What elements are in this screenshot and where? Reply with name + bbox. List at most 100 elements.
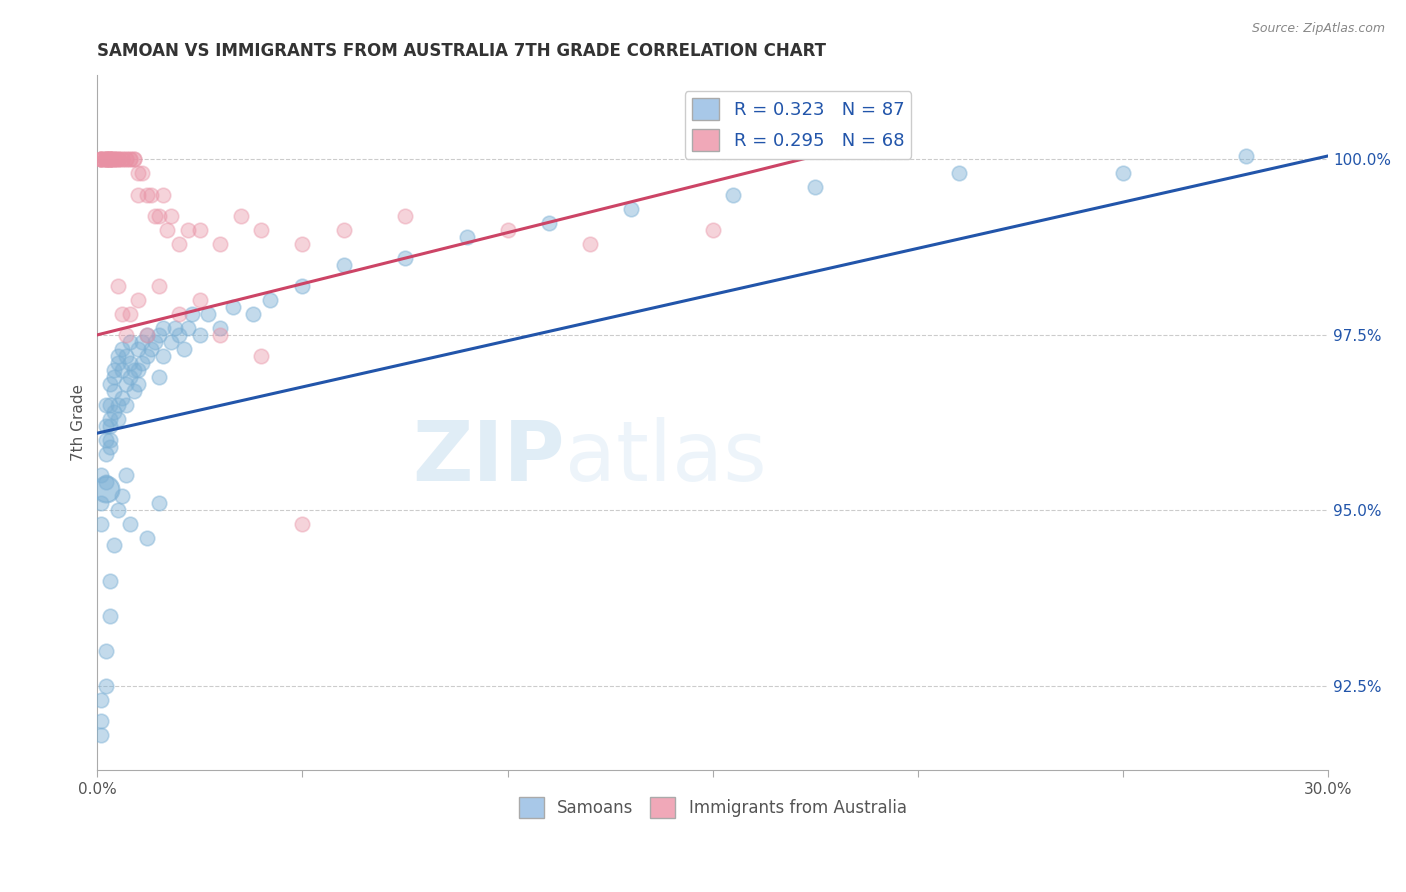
Point	[98, 153, 121, 167]
Y-axis label: 7th Grade: 7th Grade	[72, 384, 86, 461]
Point	[103, 153, 125, 167]
Point	[120, 517, 142, 532]
Point	[620, 202, 643, 216]
Point	[115, 153, 138, 167]
Point	[120, 370, 142, 384]
Point	[723, 187, 745, 202]
Point	[148, 327, 170, 342]
Point	[107, 412, 129, 426]
Point	[98, 153, 121, 167]
Point	[160, 334, 183, 349]
Point	[107, 349, 129, 363]
Point	[94, 153, 117, 167]
Point	[103, 153, 125, 167]
Text: atlas: atlas	[565, 417, 766, 498]
Point	[98, 398, 121, 412]
Point	[222, 300, 245, 314]
Point	[394, 209, 416, 223]
Point	[98, 153, 121, 167]
Point	[1112, 166, 1135, 180]
Point	[152, 321, 174, 335]
Point	[135, 327, 157, 342]
Point	[496, 222, 519, 236]
Point	[259, 293, 281, 307]
Point	[98, 608, 121, 623]
Point	[143, 334, 166, 349]
Point	[98, 574, 121, 588]
Point	[90, 517, 112, 532]
Point	[127, 166, 149, 180]
Point	[90, 153, 112, 167]
Point	[111, 153, 134, 167]
Point	[176, 321, 198, 335]
Point	[103, 538, 125, 552]
Point	[124, 153, 146, 167]
Point	[90, 468, 112, 483]
Point	[98, 153, 121, 167]
Point	[103, 370, 125, 384]
Point	[135, 532, 157, 546]
Point	[165, 321, 187, 335]
Point	[804, 180, 827, 194]
Point	[120, 153, 142, 167]
Point	[94, 153, 117, 167]
Point	[111, 363, 134, 377]
Point	[124, 153, 146, 167]
Point	[94, 419, 117, 434]
Point	[90, 496, 112, 510]
Point	[120, 153, 142, 167]
Point	[127, 342, 149, 356]
Point	[188, 327, 211, 342]
Point	[291, 236, 314, 251]
Point	[111, 153, 134, 167]
Legend: Samoans, Immigrants from Australia: Samoans, Immigrants from Australia	[512, 790, 914, 824]
Point	[124, 363, 146, 377]
Point	[103, 363, 125, 377]
Point	[107, 278, 129, 293]
Point	[98, 153, 121, 167]
Point	[98, 412, 121, 426]
Point	[98, 376, 121, 391]
Point	[98, 433, 121, 447]
Point	[107, 153, 129, 167]
Point	[103, 153, 125, 167]
Point	[107, 503, 129, 517]
Point	[188, 293, 211, 307]
Point	[120, 307, 142, 321]
Point	[135, 327, 157, 342]
Point	[160, 209, 183, 223]
Point	[152, 187, 174, 202]
Point	[242, 307, 264, 321]
Point	[135, 349, 157, 363]
Point	[90, 153, 112, 167]
Point	[115, 153, 138, 167]
Point	[90, 153, 112, 167]
Point	[90, 693, 112, 707]
Point	[90, 153, 112, 167]
Point	[148, 370, 170, 384]
Point	[180, 307, 202, 321]
Point	[120, 356, 142, 370]
Point	[209, 236, 232, 251]
Point	[209, 321, 232, 335]
Point	[173, 342, 195, 356]
Point	[291, 278, 314, 293]
Point	[250, 349, 273, 363]
Point	[94, 679, 117, 693]
Point	[94, 433, 117, 447]
Text: ZIP: ZIP	[412, 417, 565, 498]
Point	[103, 153, 125, 167]
Point	[94, 475, 117, 490]
Point	[169, 307, 191, 321]
Point	[702, 222, 724, 236]
Point	[148, 496, 170, 510]
Point	[131, 356, 153, 370]
Point	[169, 236, 191, 251]
Point	[127, 376, 149, 391]
Point	[111, 391, 134, 405]
Point	[139, 342, 162, 356]
Point	[94, 398, 117, 412]
Point	[197, 307, 219, 321]
Point	[456, 229, 478, 244]
Point	[127, 187, 149, 202]
